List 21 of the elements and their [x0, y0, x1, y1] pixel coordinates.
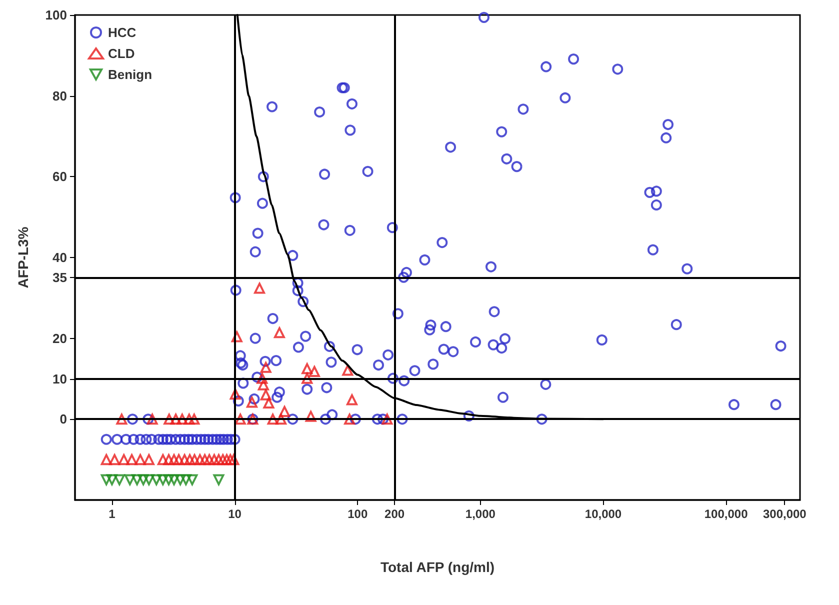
- x-tick-label: 300,000: [762, 507, 807, 521]
- y-tick-label: 80: [52, 88, 67, 104]
- x-axis-title: Total AFP (ng/ml): [380, 559, 495, 575]
- x-tick-label: 10: [228, 507, 242, 521]
- x-tick-label: 200: [384, 507, 405, 521]
- x-tick-label: 100,000: [704, 507, 748, 521]
- y-tick-label: 60: [52, 169, 67, 184]
- y-tick-label: 10: [52, 371, 67, 386]
- y-tick-label: 35: [52, 270, 67, 286]
- x-tick-label: 1,000: [465, 507, 496, 521]
- legend-label: CLD: [108, 46, 135, 61]
- y-tick-label: 0: [60, 412, 67, 427]
- legend-label: HCC: [108, 25, 137, 40]
- y-axis-title: AFP-L3%: [15, 226, 31, 288]
- x-tick-label: 1: [108, 507, 116, 521]
- y-tick-label: 40: [52, 250, 67, 265]
- x-tick-label: 100: [348, 507, 368, 521]
- y-tick-label: 100: [45, 8, 67, 22]
- y-tick-label: 20: [52, 330, 67, 346]
- legend-label: Benign: [108, 67, 152, 82]
- x-tick-label: 10,000: [584, 507, 622, 521]
